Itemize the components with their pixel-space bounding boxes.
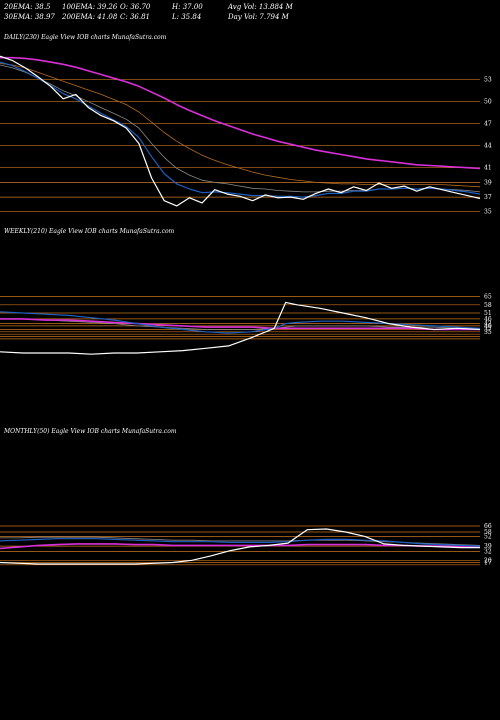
y-tick-label: 51 <box>484 310 492 317</box>
series-ema-long <box>0 318 480 331</box>
header-avg-vol: Avg Vol: 13.884 M <box>228 3 293 11</box>
y-tick-label: 47 <box>484 121 492 128</box>
y-tick-label: 66 <box>484 523 492 530</box>
series-ema-long <box>0 56 481 170</box>
y-tick-label: 39 <box>484 543 492 550</box>
header-high: H: 37.00 <box>172 3 203 11</box>
y-tick-label: 44 <box>484 143 492 150</box>
y-tick-label: 58 <box>484 302 492 309</box>
y-tick-label: 40 <box>484 323 492 330</box>
series-ema-brown <box>0 63 481 188</box>
series-ema-short <box>0 311 481 334</box>
header-open: O: 36.70 <box>120 3 151 11</box>
series-price <box>0 301 481 355</box>
header-close: C: 36.81 <box>120 13 150 21</box>
y-tick-label: 41 <box>484 165 492 172</box>
y-tick-label: 20 <box>484 557 492 564</box>
header-ema30: 30EMA: 38.97 <box>4 13 55 21</box>
y-tick-label: 58 <box>484 529 492 536</box>
y-tick-label: 46 <box>484 316 492 323</box>
header-day-vol: Day Vol: 7.794 M <box>228 13 289 21</box>
panel-title: MONTHLY(50) Eagle View IOB charts Munafa… <box>3 428 177 435</box>
series-price <box>0 528 480 565</box>
y-tick-label: 17 <box>484 560 492 567</box>
y-tick-label: 32 <box>484 548 492 555</box>
series-ema-mid <box>0 318 480 330</box>
series-ema-short <box>0 61 481 198</box>
y-tick-label: 37 <box>484 194 492 201</box>
header-ema20: 20EMA: 38.5 <box>4 3 51 11</box>
y-tick-label: 35 <box>484 209 492 216</box>
panel-title: WEEKLY(210) Eagle View IOB charts Munafa… <box>4 228 175 235</box>
y-tick-label: 35 <box>484 329 492 336</box>
y-tick-label: 65 <box>484 294 492 301</box>
header-ema100: 100EMA: 39.26 <box>62 3 118 11</box>
series-price <box>0 55 481 207</box>
y-tick-label: 50 <box>484 99 492 106</box>
y-tick-label: 39 <box>484 179 492 186</box>
y-tick-label: 42 <box>484 321 492 328</box>
panel-title: DAILY(230) Eagle View IOB charts MunafaS… <box>3 34 167 41</box>
y-tick-label: 52 <box>484 533 492 540</box>
y-tick-label: 37 <box>484 327 492 334</box>
y-tick-label: 53 <box>484 77 492 84</box>
header-low: L: 35.84 <box>172 13 202 21</box>
header-ema200: 200EMA: 41.08 <box>62 13 118 21</box>
series-ema-short <box>0 538 481 547</box>
